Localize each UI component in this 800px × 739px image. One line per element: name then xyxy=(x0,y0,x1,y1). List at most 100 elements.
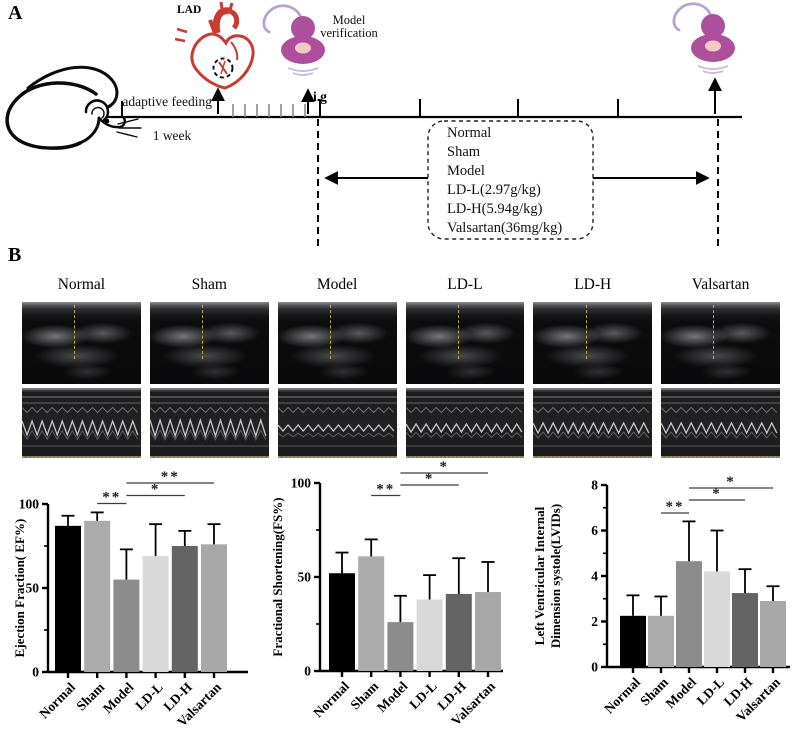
bar-valsartan xyxy=(201,544,227,672)
y-tick-label: 0 xyxy=(304,664,311,679)
y-tick-label: 100 xyxy=(291,476,312,491)
echo-column-ld-h: LD-H xyxy=(533,276,653,458)
bmode-echo-image xyxy=(149,302,269,384)
adaptive-feeding-label: adaptive feeding xyxy=(122,94,212,109)
mmode-cursor-line xyxy=(457,305,459,360)
y-tick-label: 100 xyxy=(19,497,40,512)
bar-ld-h xyxy=(445,593,472,671)
model-verification-label-line2: verification xyxy=(320,26,378,40)
chart-ejection-fraction: 050100NormalShamModelLD-LLD-HValsartan**… xyxy=(12,469,248,730)
y-tick-label: 6 xyxy=(591,523,598,538)
y-axis-label: Ejection Fraction( EF%) xyxy=(12,519,27,658)
y-axis-label: Fractional Shortening(FS%) xyxy=(270,497,285,656)
mouse-tail xyxy=(26,65,119,109)
mmode-echo-image xyxy=(661,388,780,458)
week-tick-marks xyxy=(319,99,619,117)
panel-b-label: B xyxy=(8,244,22,266)
panel-a-label: A xyxy=(8,2,23,24)
mmode-echo-image xyxy=(405,388,525,458)
model-verification-label-line1: Model xyxy=(333,13,366,27)
bar-normal xyxy=(329,573,355,671)
echo-group-label: LD-L xyxy=(447,276,483,293)
significance-asterisks: * xyxy=(712,486,722,502)
significance-asterisks: * xyxy=(151,482,161,498)
echo-group-label: LD-H xyxy=(574,276,612,293)
bmode-echo-image xyxy=(277,302,397,384)
significance-asterisks: ** xyxy=(376,482,395,498)
group-ldh: LD-H(5.94g/kg) xyxy=(447,201,543,217)
heart-lad-icon xyxy=(174,1,255,90)
bar-ld-l xyxy=(416,599,443,671)
significance-asterisks: * xyxy=(425,471,435,487)
y-tick-label: 0 xyxy=(32,665,39,680)
charts-row: 0 50 100 Normal Sham Model LD-L LD-H Valsartan **… xyxy=(0,458,800,739)
mmode-echo-image xyxy=(149,388,269,458)
significance-asterisks: ** xyxy=(666,499,685,515)
y-tick-label: 4 xyxy=(591,569,598,584)
echo-image-grid: Normal Sham Model LD-L LD-H Valsartan xyxy=(22,276,780,458)
mmode-echo-image xyxy=(533,388,653,458)
echo-group-label: Normal xyxy=(57,276,106,293)
y-tick-label: 8 xyxy=(591,478,598,493)
group-sham: Sham xyxy=(447,144,481,160)
y-axis-label: Dimension systole(LVIDs) xyxy=(548,504,563,648)
echo-column-model: Model xyxy=(277,276,397,458)
x-tick-label: Normal xyxy=(36,679,78,721)
mmode-cursor-line xyxy=(202,305,204,360)
x-tick-label: LD-L xyxy=(132,680,165,713)
mmode-cursor-line xyxy=(585,305,587,360)
x-tick-label: Model xyxy=(100,679,137,716)
x-tick-label: LD-L xyxy=(406,679,439,712)
x-tick-label: Model xyxy=(374,678,411,715)
ultrasound-probe-icon-final xyxy=(672,2,737,75)
mouse-icon xyxy=(5,65,142,150)
ligation-site-circle xyxy=(212,57,234,79)
bar-valsartan xyxy=(475,592,501,671)
significance-asterisks: ** xyxy=(102,490,121,506)
echo-column-valsartan: Valsartan xyxy=(661,276,780,458)
group-valsartan: Valsartan(36mg/kg) xyxy=(447,220,562,236)
y-axis-label: Left Ventricular Internal xyxy=(532,506,547,645)
ultrasound-probe-icon xyxy=(262,4,327,77)
x-tick-label: Model xyxy=(663,674,700,711)
echo-group-label: Model xyxy=(316,276,358,293)
panel-a-timeline-diagram: LAD Model verification adaptive feeding xyxy=(5,1,742,251)
daily-tick-marks xyxy=(232,104,306,117)
bmode-echo-image xyxy=(405,302,525,384)
mmode-cursor-line xyxy=(74,305,76,360)
bar-normal xyxy=(55,525,81,672)
bar-valsartan xyxy=(760,601,786,667)
bar-ld-h xyxy=(732,593,758,667)
bar-model xyxy=(113,579,140,672)
echo-column-ld-l: LD-L xyxy=(405,276,525,458)
bar-ld-h xyxy=(171,546,198,672)
mmode-cursor-line xyxy=(713,305,715,360)
mmode-cursor-line xyxy=(329,305,331,360)
x-tick-label: LD-L xyxy=(694,675,727,708)
group-model: Model xyxy=(447,163,485,179)
chart-fractional-shortening: 050100NormalShamModelLD-LLD-HValsartan**… xyxy=(270,459,503,729)
bar-ld-l xyxy=(704,571,730,667)
significance-asterisks: * xyxy=(726,474,736,490)
group-ldl: LD-L(2.97g/kg) xyxy=(447,182,541,198)
significance-asterisks: * xyxy=(439,459,449,475)
y-tick-label: 0 xyxy=(591,660,598,675)
treatment-groups-box xyxy=(427,120,594,240)
y-tick-label: 2 xyxy=(591,614,598,629)
chart-lvids: 02468NormalShamModelLD-LLD-HValsartan***… xyxy=(532,474,790,725)
ig-label: i.g xyxy=(313,89,327,104)
group-normal: Normal xyxy=(447,125,491,141)
bar-normal xyxy=(620,615,646,667)
x-tick-label: Normal xyxy=(310,678,352,720)
bar-model xyxy=(676,561,702,667)
bar-model xyxy=(387,622,414,671)
mmode-echo-image xyxy=(22,388,141,458)
bmode-echo-image xyxy=(533,302,653,384)
echo-column-normal: Normal xyxy=(22,276,141,458)
echo-group-label: Valsartan xyxy=(691,276,750,293)
y-tick-label: 50 xyxy=(298,570,312,585)
x-tick-label: Normal xyxy=(601,674,643,716)
bar-sham xyxy=(358,556,385,671)
bar-sham xyxy=(648,615,674,667)
